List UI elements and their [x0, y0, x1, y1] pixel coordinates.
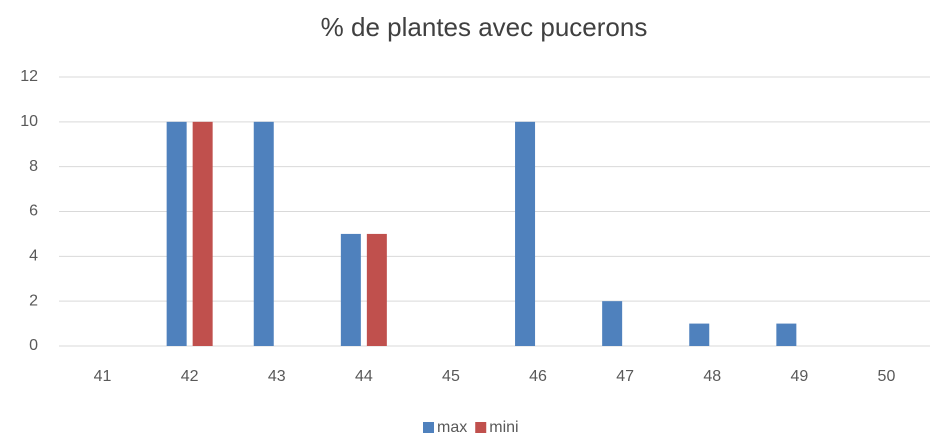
legend-swatch — [423, 422, 434, 433]
bar — [776, 323, 797, 346]
bar — [366, 233, 387, 346]
x-tick-label: 48 — [703, 368, 721, 385]
x-tick-label: 44 — [355, 368, 373, 385]
y-tick-label: 4 — [29, 248, 38, 265]
y-tick-label: 10 — [20, 113, 38, 130]
bar — [602, 301, 623, 346]
bar — [253, 121, 274, 346]
legend-swatch — [475, 422, 487, 433]
y-tick-label: 12 — [20, 68, 38, 85]
bar — [166, 121, 187, 346]
x-tick-label: 49 — [790, 368, 808, 385]
x-tick-label: 41 — [94, 368, 112, 385]
chart-title: % de plantes avec pucerons — [321, 12, 648, 42]
legend-label: max — [437, 419, 467, 436]
x-tick-label: 47 — [616, 368, 634, 385]
x-tick-label: 45 — [442, 368, 460, 385]
y-tick-label: 8 — [29, 158, 38, 175]
x-tick-label: 43 — [268, 368, 286, 385]
bar — [340, 233, 361, 346]
bar — [515, 121, 536, 346]
y-tick-label: 6 — [29, 203, 38, 220]
y-tick-label: 2 — [29, 292, 38, 309]
x-tick-label: 46 — [529, 368, 547, 385]
bar — [192, 121, 213, 346]
x-tick-label: 50 — [878, 368, 896, 385]
y-tick-label: 0 — [29, 337, 38, 354]
legend-label: mini — [489, 419, 518, 436]
x-tick-label: 42 — [181, 368, 199, 385]
bar — [689, 323, 710, 346]
